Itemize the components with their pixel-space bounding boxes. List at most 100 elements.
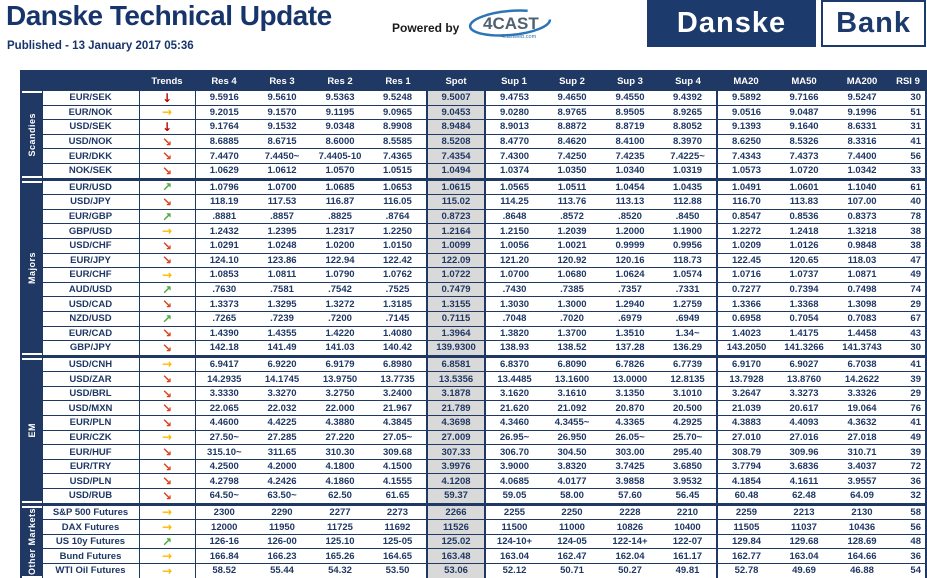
value-cell: 138.93	[485, 340, 543, 357]
value-cell: 306.70	[485, 444, 543, 460]
value-cell: 1.0565	[485, 177, 543, 196]
spot-cell: 27.009	[426, 430, 486, 446]
rsi-cell: 76	[891, 400, 926, 417]
rsi-cell: 78	[891, 209, 926, 225]
value-cell: 4.4093	[775, 415, 833, 431]
technical-table: Trends Res 4 Res 3 Res 2 Res 1 Spot Sup 1 Sup 2…	[20, 70, 927, 578]
table-row: EUR/PLN ↘ 4.4600 4.4225 4.3880 4.3845 4.3698 4.…	[21, 415, 926, 431]
value-cell: 1.3185	[369, 296, 427, 312]
value-cell: 63.50~	[253, 488, 311, 505]
value-cell: 1.2432	[195, 223, 253, 239]
value-cell: 1.4080	[369, 326, 427, 342]
rsi-cell: 39	[891, 371, 926, 387]
value-cell: 0.9956	[659, 238, 718, 254]
rsi-cell: 30	[891, 340, 926, 357]
danske-logo-left: Danske	[646, 0, 817, 47]
value-cell: 142.18	[195, 340, 253, 357]
value-cell: 0.7054	[775, 311, 833, 327]
pair-label: GBP/JPY	[41, 340, 140, 357]
value-cell: 4.3460	[485, 415, 543, 431]
value-cell: .7239	[253, 311, 311, 327]
value-cell: 7.4250	[543, 148, 601, 164]
value-cell: 310.30	[311, 444, 369, 460]
value-cell: 4.0685	[485, 473, 543, 490]
value-cell: 163.04	[775, 548, 833, 564]
value-cell: 129.84	[717, 534, 775, 550]
pair-label: USD/BRL	[41, 386, 140, 402]
value-cell: 295.40	[659, 444, 718, 460]
value-cell: 13.9750	[311, 371, 369, 387]
value-cell: .7542	[311, 282, 369, 298]
down-arrow-icon: ↓	[139, 119, 196, 135]
value-cell: 4.3845	[369, 415, 427, 431]
value-cell: .8520	[601, 209, 659, 225]
rsi-cell: 40	[891, 194, 926, 210]
value-cell: 122.45	[717, 253, 775, 269]
value-cell: 1.3030	[485, 296, 543, 312]
value-cell: .7430	[485, 282, 543, 298]
value-cell: 11500	[485, 519, 543, 535]
value-cell: 12.8135	[659, 371, 718, 387]
4cast-logo: 4CAST 4castweb.com	[467, 8, 553, 47]
table-row: EUR/TRY ↘ 4.2500 4.2000 4.1800 4.1500 3.9976 3.…	[21, 459, 926, 475]
value-cell: 0.8373	[833, 209, 891, 225]
value-cell: 21.967	[369, 400, 427, 417]
value-cell: 6.9027	[775, 354, 833, 373]
value-cell: 1.3700	[543, 326, 601, 342]
pair-label: USD/CNH	[41, 354, 140, 373]
value-cell: 1.0762	[369, 267, 427, 283]
value-cell: 116.87	[311, 194, 369, 210]
page-header: Danske Technical Update Published - 13 J…	[0, 0, 927, 70]
value-cell: 1.0340	[601, 163, 659, 180]
spot-cell: 3.9976	[426, 459, 486, 475]
value-cell: 11725	[311, 519, 369, 535]
value-cell: 9.5363	[311, 91, 369, 106]
value-cell: .8764	[369, 209, 427, 225]
table-row: USD/SEK ↓ 9.1764 9.1532 9.0348 8.9908 8.9484 8.…	[21, 119, 926, 135]
diag-down-arrow-icon: ↘	[139, 371, 196, 387]
value-cell: 128.69	[833, 534, 891, 550]
group-label-other-markets: Other Markets	[21, 502, 42, 578]
value-cell: 1.0871	[833, 267, 891, 283]
value-cell: 52.12	[485, 563, 543, 578]
pair-label: EUR/DKK	[41, 148, 140, 164]
value-cell: .8572	[543, 209, 601, 225]
column-header-sup-4: Sup 4	[659, 71, 717, 91]
column-header-sup-2: Sup 2	[543, 71, 601, 91]
value-cell: 62.50	[311, 488, 369, 505]
table-row: AUD/USD ↗ .7630.7581.7542.7525 0.7479.7430.…	[21, 282, 926, 298]
value-cell: 8.6000	[311, 134, 369, 150]
value-cell: 7.4405-10	[311, 148, 369, 164]
value-cell: 0.8547	[717, 209, 775, 225]
diag-up-arrow-icon: ↗	[139, 311, 196, 327]
rsi-cell: 29	[891, 386, 926, 402]
value-cell: 4.2426	[253, 473, 311, 490]
spot-cell: 4.1208	[426, 473, 486, 490]
value-cell: 8.9013	[485, 119, 543, 135]
column-header-ma50: MA50	[775, 71, 833, 91]
value-cell: 3.7794	[717, 459, 775, 475]
table-row: Scandies EUR/SEK ↓ 9.5916 9.5610 9.5363 9.5248…	[21, 91, 926, 180]
value-cell: 1.0700	[253, 177, 311, 196]
value-cell: 2250	[543, 502, 601, 521]
diag-up-arrow-icon: ↗	[139, 177, 196, 196]
value-cell: 122-14+	[601, 534, 659, 550]
value-cell: 9.4753	[485, 91, 543, 106]
value-cell: 1.0716	[717, 267, 775, 283]
value-cell: 49.81	[659, 563, 718, 578]
value-cell: 6.7038	[833, 354, 891, 373]
group-label-em: EM	[21, 354, 42, 505]
value-cell: 11037	[775, 519, 833, 535]
pair-label: USD/PLN	[41, 473, 140, 490]
rsi-cell: 36	[891, 473, 926, 490]
value-cell: 3.3273	[775, 386, 833, 402]
value-cell: 3.2400	[369, 386, 427, 402]
value-cell: 1.0021	[543, 238, 601, 254]
value-cell: 161.17	[659, 548, 718, 564]
value-cell: 4.1500	[369, 459, 427, 475]
value-cell: 2210	[659, 502, 718, 521]
value-cell: 0.9999	[601, 238, 659, 254]
table-row: Majors EUR/USD ↗ 1.0796 1.0700 1.0685 1.0653 1.…	[21, 177, 926, 357]
rsi-cell: 32	[891, 488, 926, 505]
table-row: USD/MXN ↘ 22.065 22.032 22.000 21.967 21.789 21…	[21, 400, 926, 417]
